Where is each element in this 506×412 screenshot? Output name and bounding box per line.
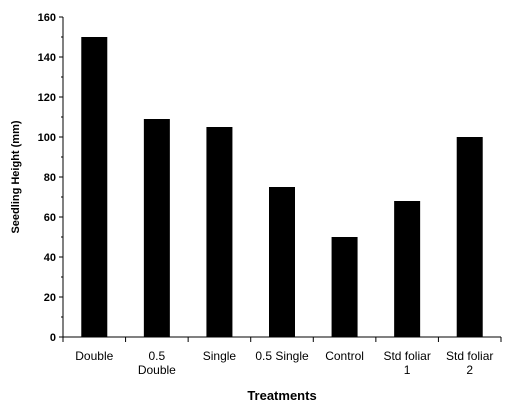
bar-4 — [331, 237, 358, 337]
bar-0 — [81, 37, 108, 337]
y-tick-label-2: 40 — [44, 252, 56, 264]
y-tick-label-1: 20 — [44, 292, 56, 304]
bars-layer — [81, 37, 483, 337]
y-tick-label-6: 120 — [38, 92, 56, 104]
x-axis-title: Treatments — [247, 388, 316, 403]
x-tick-label-3: 0.5 Single — [255, 349, 309, 363]
x-tick-label-2: Single — [203, 349, 237, 363]
y-axis: 0 20 40 60 80 100 120 140 160 — [38, 12, 64, 344]
y-tick-label-7: 140 — [38, 52, 56, 64]
x-tick-label-4: Control — [325, 349, 364, 363]
x-tick-label-5: Std foliar 1 — [383, 349, 430, 377]
y-tick-label-5: 100 — [38, 132, 56, 144]
y-axis-title: Seedling Height (mm) — [10, 120, 22, 233]
bar-6 — [456, 137, 483, 337]
x-tick-label-0: Double — [75, 349, 113, 363]
bar-2 — [206, 127, 233, 337]
bar-3 — [269, 187, 295, 337]
x-axis: Double 0.5 Double Single 0.5 Single Control St… — [62, 336, 502, 377]
x-tick-label-1: 0.5 Double — [138, 349, 176, 377]
y-tick-label-8: 160 — [38, 12, 56, 24]
y-tick-label-3: 60 — [44, 212, 56, 224]
x-tick-label-6: Std foliar 2 — [446, 349, 493, 377]
bar-5 — [394, 201, 421, 337]
y-tick-label-4: 80 — [44, 172, 56, 184]
y-tick-label-0: 0 — [50, 332, 56, 344]
bar-1 — [143, 119, 170, 337]
